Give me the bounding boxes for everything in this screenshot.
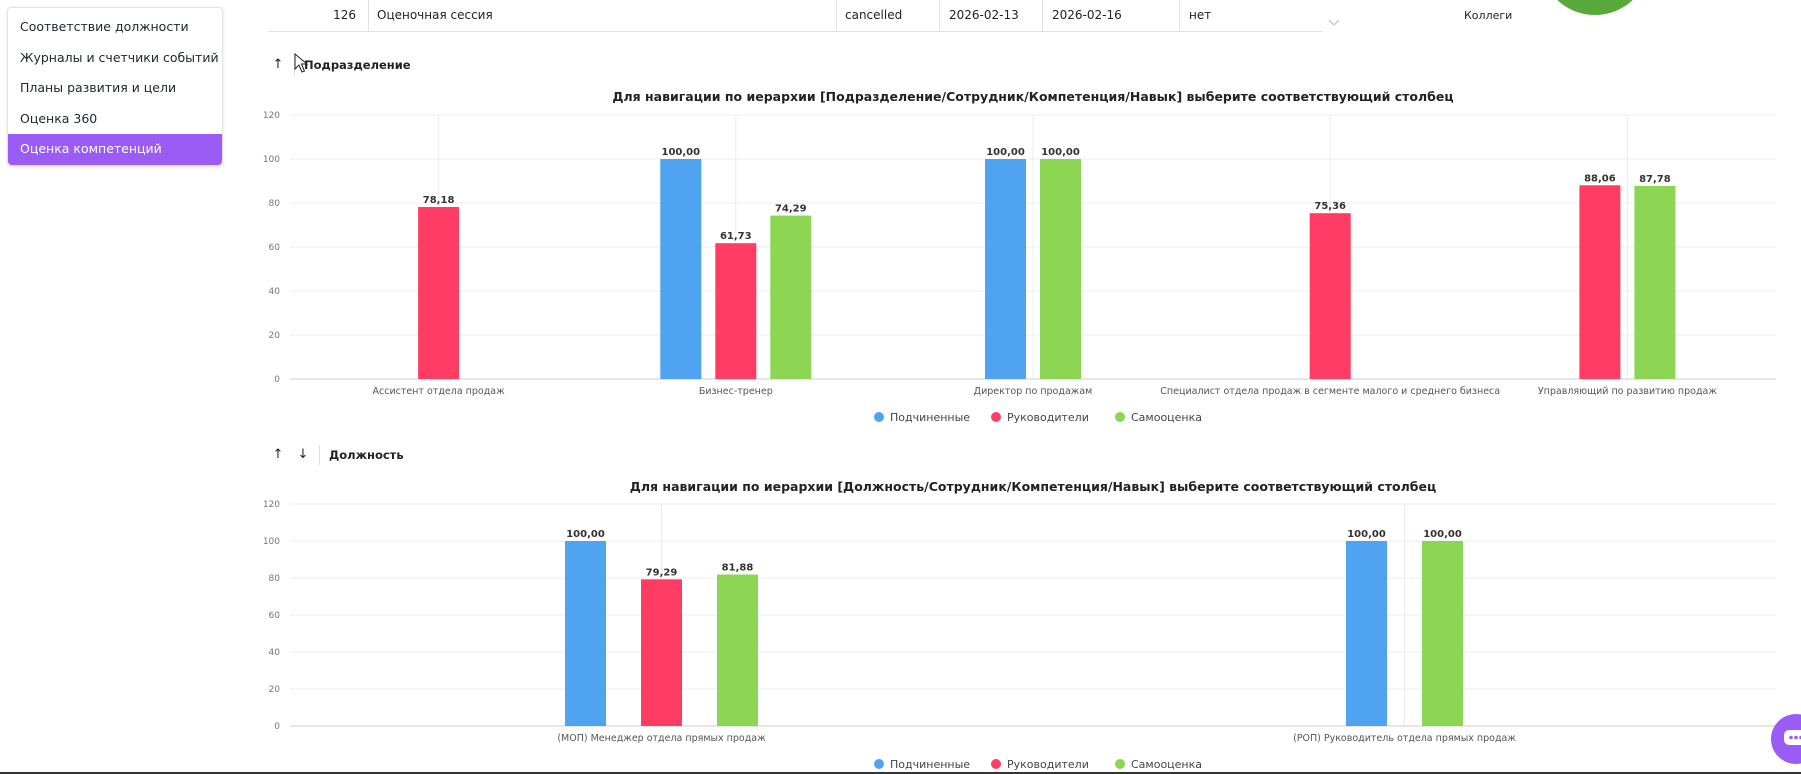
bar [1346,541,1387,726]
legend-marker [874,759,884,769]
legend-marker [874,412,884,422]
x-tick-label: Ассистент отдела продаж [373,386,506,397]
x-tick-label: Бизнес-тренер [699,386,773,397]
data-label: 100,00 [566,529,605,540]
sidebar-item-360-review[interactable]: Оценка 360 [20,110,98,126]
legend-label: Самооценка [1131,411,1202,424]
y-tick-label: 20 [269,331,281,341]
data-label: 78,18 [423,195,455,206]
x-tick-label: Специалист отдела продаж в сегменте мало… [1160,386,1500,397]
sidebar-item-competency-assessment[interactable]: Оценка компетенций [8,134,222,165]
x-tick-label: (РОП) Руководитель отдела прямых продаж [1293,733,1516,744]
legend-marker [1115,412,1125,422]
arrow-up-icon[interactable]: ↑ [272,447,284,462]
data-label: 100,00 [662,147,701,158]
data-label: 74,29 [775,204,807,215]
y-tick-label: 80 [269,199,281,209]
chart-title: Для навигации по иерархии [Подразделение… [612,89,1453,104]
data-label: 87,78 [1639,174,1671,185]
bar [1634,185,1676,379]
chat-icon [1784,730,1801,745]
x-tick-label: Управляющий по развитию продаж [1538,386,1717,397]
arrow-up-icon[interactable]: ↑ [272,57,284,72]
drilldown-level-label: Должность [329,448,404,462]
bar-chart-position: Для навигации по иерархии [Должность/Сот… [263,479,1776,771]
bar [717,574,758,726]
data-label: 61,73 [720,231,752,242]
bar-chart-department: Для навигации по иерархии [Подразделение… [263,89,1776,424]
row-id: 126 [333,8,356,22]
row-start-date: 2026-02-13 [939,0,1042,31]
y-tick-label: 40 [269,648,281,658]
bar [1579,185,1621,379]
y-tick-label: 60 [269,611,281,621]
arrow-down-icon[interactable]: ↓ [297,447,309,462]
bar [985,159,1026,379]
data-label: 75,36 [1314,201,1346,212]
drilldown-level-label: Подразделение [304,58,411,72]
y-tick-label: 20 [269,685,281,695]
chart-title: Для навигации по иерархии [Должность/Сот… [630,479,1436,494]
legend-marker [991,412,1001,422]
legend-marker [1115,759,1125,769]
row-name: Оценочная сессия [368,0,836,31]
table-row[interactable]: 126 Оценочная сессия cancelled 2026-02-1… [268,0,1323,32]
bar [715,243,757,379]
section-nav-department: ↑ Подразделение [268,54,411,76]
bar [565,541,606,726]
data-label: 88,06 [1584,173,1616,184]
sidebar-item-event-logs[interactable]: Журналы и счетчики событий [20,49,219,65]
data-label: 100,00 [1423,529,1462,540]
data-label: 79,29 [646,567,678,578]
data-label: 100,00 [1347,529,1386,540]
x-tick-label: Директор по продажам [974,386,1093,397]
bar [660,159,702,379]
legend-label: Подчиненные [890,758,970,771]
y-tick-label: 0 [274,375,280,385]
legend-marker [991,759,1001,769]
legend-label: Руководители [1007,411,1089,424]
sidebar-menu: Соответствие должности Журналы и счетчик… [7,7,223,166]
bar [1040,159,1081,379]
section-nav-position: ↑ ↓ Должность [268,444,404,466]
bar [641,579,682,726]
colleagues-label: Коллеги [1464,9,1513,22]
bar [770,215,812,379]
chevron-down-icon[interactable] [1327,18,1341,28]
y-tick-label: 40 [269,287,281,297]
data-label: 81,88 [722,563,754,574]
legend-label: Самооценка [1131,758,1202,771]
bar [1422,541,1463,726]
y-tick-label: 120 [263,111,280,121]
divider [319,445,320,465]
bar [418,207,460,379]
row-status: cancelled [836,0,939,31]
y-tick-label: 100 [263,537,280,547]
row-flag: нет [1179,0,1323,31]
mouse-cursor-icon [294,53,309,73]
bar [1309,213,1351,379]
y-tick-label: 120 [263,500,280,510]
sidebar-item-position-compliance[interactable]: Соответствие должности [20,19,189,34]
y-tick-label: 100 [263,155,280,165]
data-label: 100,00 [986,147,1025,158]
y-tick-label: 80 [269,574,281,584]
divider [0,772,1801,774]
row-end-date: 2026-02-16 [1042,0,1179,31]
legend-label: Подчиненные [890,411,970,424]
y-tick-label: 60 [269,243,281,253]
legend-label: Руководители [1007,758,1089,771]
x-tick-label: (МОП) Менеджер отдела прямых продаж [557,733,766,744]
data-label: 100,00 [1041,147,1080,158]
pie-chart-fragment [1540,0,1650,15]
y-tick-label: 0 [274,722,280,732]
sidebar-item-development-plans[interactable]: Планы развития и цели [20,80,177,95]
